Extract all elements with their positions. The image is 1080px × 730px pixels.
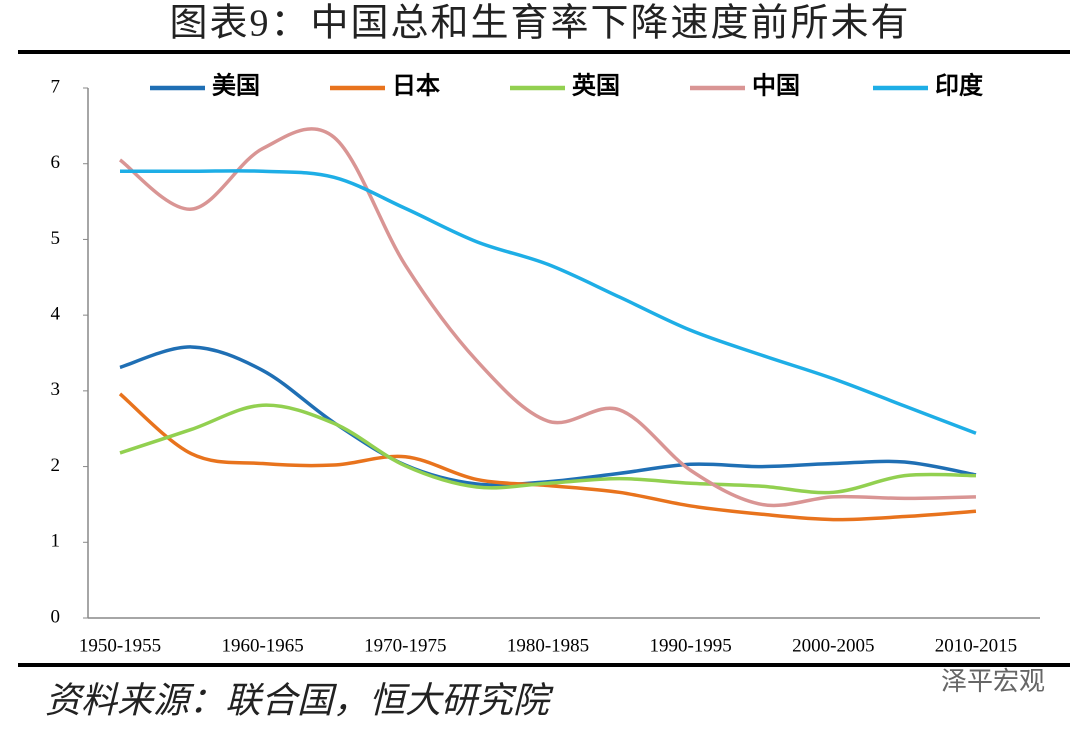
y-tick-label: 4 <box>51 304 61 325</box>
x-tick-label: 2010-2015 <box>935 635 1017 656</box>
y-tick-label: 0 <box>51 606 61 627</box>
legend-label: 中国 <box>752 73 800 100</box>
series-line <box>118 392 977 522</box>
x-tick-label: 2000-2005 <box>792 635 874 656</box>
source: 资料来源：联合国，恒大研究院 <box>45 680 554 720</box>
series-line <box>119 169 977 435</box>
legend-label: 英国 <box>572 73 620 100</box>
top-rule <box>18 50 1070 54</box>
x-tick-label: 1990-1995 <box>649 635 731 656</box>
y-tick-label: 3 <box>51 379 61 400</box>
x-tick-label: 1970-1975 <box>364 635 446 656</box>
legend-label: 印度 <box>935 72 984 100</box>
x-tick-label: 1980-1985 <box>507 635 589 656</box>
legend-label: 美国 <box>212 72 260 100</box>
series-line <box>118 127 976 508</box>
legend-label: 日本 <box>392 73 440 100</box>
y-tick-label: 5 <box>51 228 61 249</box>
y-tick-label: 7 <box>51 76 61 97</box>
x-tick-label: 1960-1965 <box>221 635 303 656</box>
y-tick-label: 6 <box>51 152 61 173</box>
y-tick-label: 2 <box>51 455 61 476</box>
watermark: 泽平宏观 <box>941 667 1045 696</box>
bottom-rule <box>18 663 1070 667</box>
series-line <box>119 403 976 495</box>
x-tick-label: 1950-1955 <box>79 635 161 656</box>
y-tick-label: 1 <box>51 531 61 552</box>
chart-title: 图表9：中国总和生育率下降速度前所未有 <box>169 3 910 45</box>
